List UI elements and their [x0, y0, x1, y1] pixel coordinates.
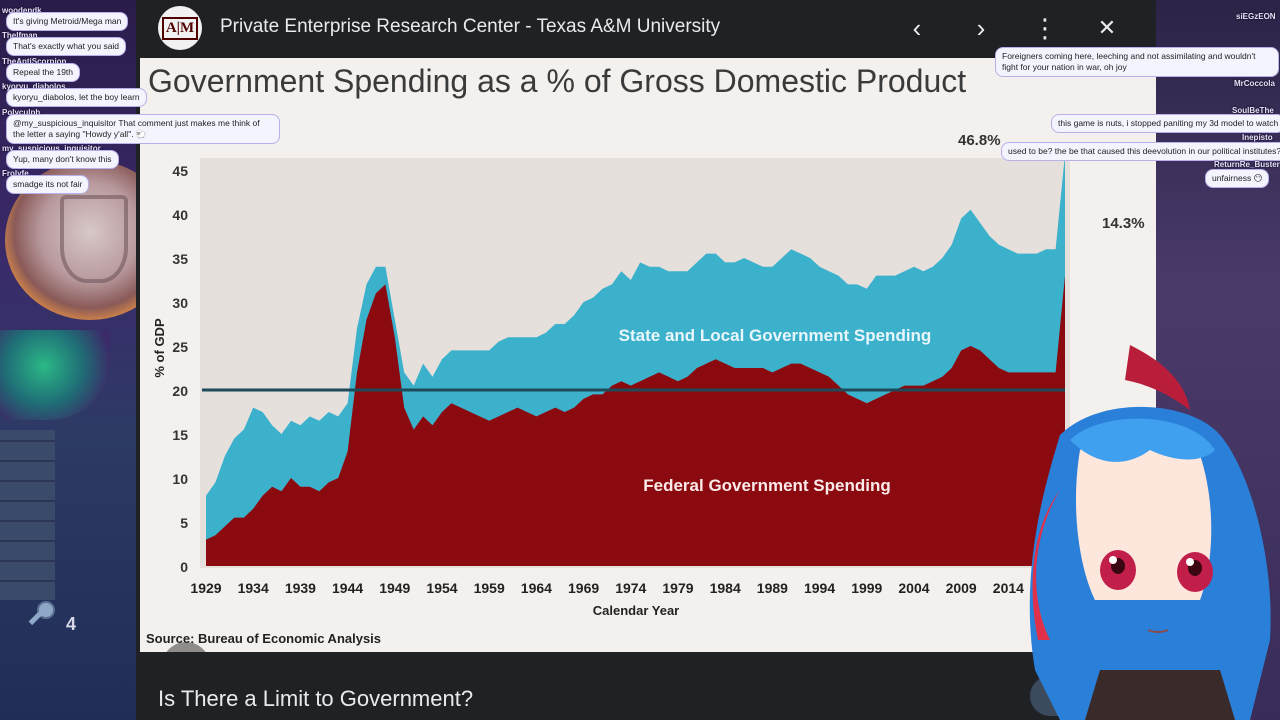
chat-username: TheAntiScorpion: [2, 57, 67, 66]
chat-username: siEGzEON: [1236, 12, 1276, 21]
chat-message: this game is nuts, i stopped paniting my…: [1052, 115, 1280, 132]
x-tick-label: 2004: [898, 580, 929, 596]
chat-message: @my_suspicious_inquisitor That comment j…: [7, 115, 279, 143]
brick-tiles: [0, 430, 55, 600]
annotation-peak: 46.8%: [958, 132, 1001, 149]
x-tick-label: 1979: [662, 580, 693, 596]
series-label-state-local: State and Local Government Spending: [619, 326, 932, 345]
chat-username: Inepisto: [1242, 133, 1273, 142]
chat-username: Thelfman: [2, 31, 38, 40]
x-tick-label: 1949: [379, 580, 410, 596]
prev-button[interactable]: ‹: [912, 13, 922, 43]
x-axis-label: Calendar Year: [593, 603, 679, 618]
x-tick-label: 2014: [993, 580, 1024, 596]
x-tick-label: 1999: [851, 580, 882, 596]
x-tick-label: 1954: [426, 580, 457, 596]
y-tick-label: 30: [172, 295, 188, 311]
chat-username: woodendk: [2, 6, 42, 15]
chat-message: unfairness 😶: [1206, 170, 1269, 187]
y-tick-label: 20: [172, 383, 188, 399]
chat-username: kyoryu_diabolos: [2, 82, 66, 91]
chat-message: It's giving Metroid/Mega man: [7, 13, 128, 30]
chart-title: Government Spending as a % of Gross Dome…: [148, 63, 966, 99]
chat-message: kyoryu_diabolos, let the boy learn: [7, 89, 146, 106]
key-icon: [28, 601, 55, 626]
y-tick-label: 45: [172, 163, 188, 179]
x-tick-label: 1964: [521, 580, 552, 596]
x-tick-label: 1974: [615, 580, 646, 596]
chat-username: SoulBeThe: [1232, 106, 1274, 115]
y-axis-label: % of GDP: [152, 318, 167, 378]
y-tick-label: 25: [172, 339, 188, 355]
chat-message: That's exactly what you said: [7, 38, 126, 55]
y-tick-label: 15: [172, 427, 188, 443]
x-tick-label: 1959: [474, 580, 505, 596]
next-button[interactable]: ›: [976, 13, 986, 43]
viewer-footer: Is There a Limit to Government? Visit: [136, 652, 1156, 720]
x-tick-label: 1939: [285, 580, 316, 596]
x-tick-label: 2009: [946, 580, 977, 596]
vtuber-avatar: [1029, 345, 1271, 720]
chat-username: my_suspicious_inquisitor: [2, 144, 101, 153]
x-tick-label: 1994: [804, 580, 835, 596]
viewer-header: A|M Private Enterprise Research Center -…: [136, 0, 1156, 58]
x-tick-label: 1944: [332, 580, 363, 596]
x-tick-label: 1984: [710, 580, 741, 596]
y-tick-label: 10: [172, 471, 188, 487]
federal-area: [206, 275, 1065, 566]
x-tick-label: 1989: [757, 580, 788, 596]
orb-symbol-icon: [60, 195, 128, 283]
chat-message: used to be? the be that caused this deev…: [1002, 143, 1280, 160]
image-viewer: A|M Private Enterprise Research Center -…: [136, 0, 1156, 720]
x-tick-label: 1934: [238, 580, 269, 596]
more-options-button[interactable]: ⋮: [1032, 13, 1058, 43]
chat-message: Yup, many don't know this: [7, 151, 118, 168]
chat-username: ReturnRe_Buster: [1214, 160, 1280, 169]
y-tick-label: 40: [172, 207, 188, 223]
chat-message: smadge its not fair: [7, 176, 89, 193]
y-tick-label: 35: [172, 251, 188, 267]
series-label-federal: Federal Government Spending: [643, 476, 891, 495]
chart-image: Government Spending as a % of Gross Dome…: [140, 58, 1156, 652]
y-tick-label: 0: [180, 559, 188, 575]
site-logo[interactable]: A|M: [158, 6, 202, 50]
chat-message: Repeal the 19th: [7, 64, 80, 81]
site-title[interactable]: Private Enterprise Research Center - Tex…: [220, 16, 721, 37]
close-button[interactable]: ✕: [1097, 15, 1117, 40]
chat-username: MrCoccola: [1234, 79, 1275, 88]
chart: Government Spending as a % of Gross Dome…: [140, 58, 1156, 652]
chat-message: Foreigners coming here, leeching and not…: [996, 48, 1278, 76]
lens-button[interactable]: [162, 642, 210, 652]
coin-count: 4: [66, 614, 77, 634]
annotation-right: 14.3%: [1102, 215, 1145, 232]
x-tick-label: 1929: [190, 580, 221, 596]
y-tick-label: 5: [180, 515, 188, 531]
image-caption[interactable]: Is There a Limit to Government?: [158, 686, 474, 711]
x-tick-label: 1969: [568, 580, 599, 596]
source-note: Source: Bureau of Economic Analysis: [146, 631, 381, 646]
chat-username: Polyculph: [2, 108, 41, 117]
logo-text: A|M: [161, 16, 199, 40]
chat-username: Frolyfe: [2, 169, 29, 178]
